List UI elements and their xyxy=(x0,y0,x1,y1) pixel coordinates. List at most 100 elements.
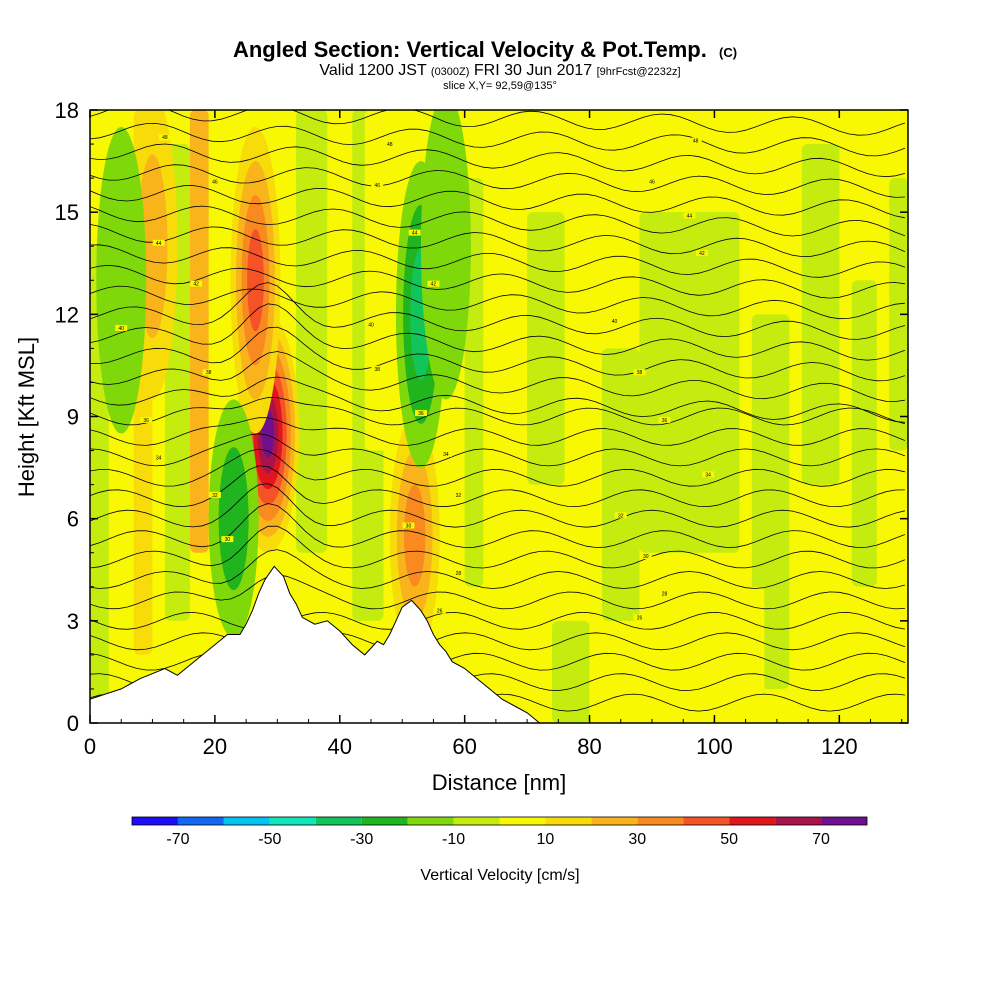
x-tick-label: 100 xyxy=(696,734,733,759)
isentrope-line xyxy=(90,185,905,219)
field-column xyxy=(851,280,877,587)
theta-labels: 48 46 44 42 40 38 36 34 32 30 48 46 44 42 40 38 36 34 32 30… xyxy=(115,134,715,621)
isentrope-line xyxy=(90,574,905,610)
isentrope-label: 36 xyxy=(418,411,424,417)
field-column xyxy=(889,178,908,451)
field-column xyxy=(296,110,328,553)
colorbar-tick-label: -50 xyxy=(258,831,281,848)
colorbar-swatch xyxy=(177,817,224,825)
colorbar-swatch xyxy=(591,817,638,825)
isentrope-label-bg xyxy=(427,280,440,287)
x-tick-label: 60 xyxy=(452,734,476,759)
chart-title: Angled Section: Vertical Velocity & Pot.… xyxy=(233,37,737,62)
isentrope-label: 46 xyxy=(649,180,655,186)
isentrope-label-bg xyxy=(152,239,165,246)
field-column xyxy=(364,110,390,451)
isentrope-label: 34 xyxy=(705,472,711,478)
isentrope-label-bg xyxy=(614,512,627,519)
isentrope-label: 30 xyxy=(406,523,412,529)
isentrope-line xyxy=(90,417,906,446)
isentrope-line xyxy=(90,264,905,299)
isentrope-label: 28 xyxy=(456,571,462,577)
colorbar-tick-label: -10 xyxy=(442,831,465,848)
y-tick-label: 3 xyxy=(67,609,79,634)
isentrope-label-bg xyxy=(452,570,465,577)
isentrope-label: 34 xyxy=(156,455,162,461)
subtitle-date: FRI 30 Jun 2017 xyxy=(469,62,596,79)
colorbar-swatch xyxy=(453,817,500,825)
field-column xyxy=(327,212,353,587)
isentrope-label: 30 xyxy=(225,537,231,543)
isentrope-label-bg xyxy=(633,614,646,621)
isentrope-label-bg xyxy=(689,137,702,144)
subtitle-valid: Valid 1200 JST xyxy=(319,62,430,79)
isentrope-label-bg xyxy=(364,321,377,328)
velocity-field xyxy=(90,110,908,723)
isentrope-label-bg xyxy=(208,178,221,185)
isentrope-label-bg xyxy=(371,181,384,188)
isentrope-label: 26 xyxy=(637,615,643,621)
colorbar-tick-label: -70 xyxy=(166,831,189,848)
field-column xyxy=(639,212,740,553)
isentrope-line xyxy=(90,483,905,528)
isentrope-label: 38 xyxy=(374,367,380,373)
isentrope-label: 40 xyxy=(118,326,124,332)
field-column xyxy=(527,212,565,485)
isentrope-label-bg xyxy=(695,250,708,257)
isentrope-line xyxy=(90,205,906,237)
isentrope-label-bg xyxy=(202,369,215,376)
subtitle-utc: (0300Z) xyxy=(431,66,470,78)
isentrope-label-bg xyxy=(152,454,165,461)
field-column xyxy=(701,620,727,723)
isentrope-label-bg xyxy=(658,590,671,597)
isentrope-label-bg xyxy=(190,280,203,287)
isentrope-label: 32 xyxy=(456,493,462,499)
colorbar-swatch xyxy=(269,817,316,825)
y-tick-label: 0 xyxy=(67,711,79,736)
colorbar-tick-label: 50 xyxy=(720,831,738,848)
theta-isentropes xyxy=(90,110,906,712)
colorbar-swatch xyxy=(361,817,408,825)
isentrope-line xyxy=(90,122,906,157)
colorbar-swatch xyxy=(683,817,730,825)
isentrope-label: 48 xyxy=(387,142,393,148)
isentrope-line xyxy=(90,282,906,340)
x-tick-label: 120 xyxy=(821,734,858,759)
y-tick-label: 6 xyxy=(67,507,79,532)
isentrope-line xyxy=(90,244,906,278)
field-column xyxy=(483,212,509,621)
x-axis-label: Distance [nm] xyxy=(432,770,567,795)
velocity-feature xyxy=(218,447,249,591)
isentrope-label: 26 xyxy=(437,609,443,615)
isentrope-label-bg xyxy=(433,607,446,614)
isentrope-line xyxy=(90,164,905,198)
velocity-feature xyxy=(420,110,471,400)
isentrope-line xyxy=(90,525,906,569)
velocity-features xyxy=(96,110,471,655)
velocity-feature xyxy=(96,127,147,434)
isentrope-label: 28 xyxy=(662,592,668,598)
isentrope-label: 32 xyxy=(618,513,624,519)
colorbar: -70 -50 -30 -10 10 30 50 70 xyxy=(131,816,868,848)
isentrope-label: 36 xyxy=(143,418,149,424)
isentrope-line xyxy=(90,110,906,136)
isentrope-label: 36 xyxy=(662,418,668,424)
isentrope-line xyxy=(90,224,906,258)
isentrope-label-bg xyxy=(371,365,384,372)
isentrope-line xyxy=(90,549,906,589)
isentrope-label: 44 xyxy=(412,231,418,237)
isentrope-label: 42 xyxy=(699,251,705,257)
isentrope-label-bg xyxy=(658,416,671,423)
x-axis: 0 20 40 60 80 100 120 xyxy=(84,110,903,759)
isentrope-label-bg xyxy=(208,491,221,498)
isentrope-label: 34 xyxy=(443,452,449,458)
isentrope-label-bg xyxy=(702,471,715,478)
velocity-feature xyxy=(247,229,264,332)
field-column xyxy=(189,110,209,553)
colorbar-swatch xyxy=(499,817,546,825)
isentrope-label: 32 xyxy=(212,493,218,499)
x-tick-label: 40 xyxy=(328,734,352,759)
colorbar-label: Vertical Velocity [cm/s] xyxy=(420,867,579,884)
isentrope-label-bg xyxy=(115,324,128,331)
isentrope-label-bg xyxy=(608,318,621,325)
